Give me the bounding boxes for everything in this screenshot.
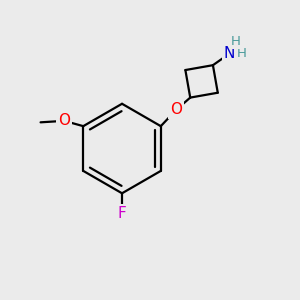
Text: O: O (58, 113, 70, 128)
Text: H: H (237, 47, 247, 60)
Text: N: N (224, 46, 235, 61)
Text: O: O (170, 103, 182, 118)
Text: H: H (230, 35, 240, 48)
Text: F: F (118, 206, 126, 221)
